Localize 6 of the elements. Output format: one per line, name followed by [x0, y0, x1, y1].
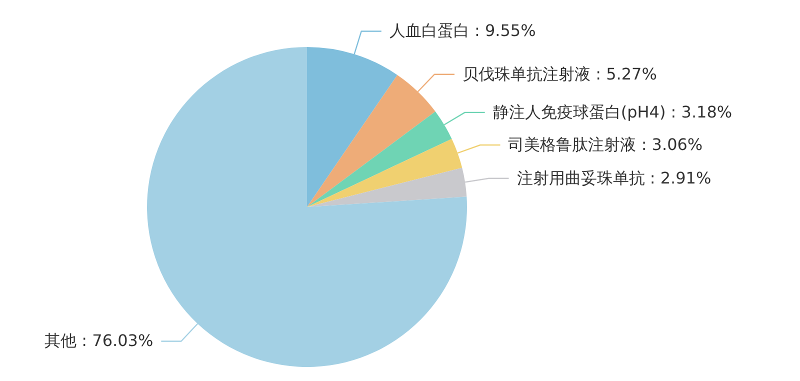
- slice-label: 人血白蛋白 : 9.55%: [389, 21, 536, 40]
- slice-label: 其他 : 76.03%: [44, 331, 154, 350]
- slice-label: 注射用曲妥珠单抗 : 2.91%: [516, 168, 712, 188]
- slice-label: 贝伐珠单抗注射液 : 5.27%: [462, 64, 657, 84]
- slice-label: 司美格鲁肽注射液 : 3.06%: [508, 135, 703, 154]
- slice-label: 静注人免疫球蛋白(pH4) : 3.18%: [492, 102, 732, 122]
